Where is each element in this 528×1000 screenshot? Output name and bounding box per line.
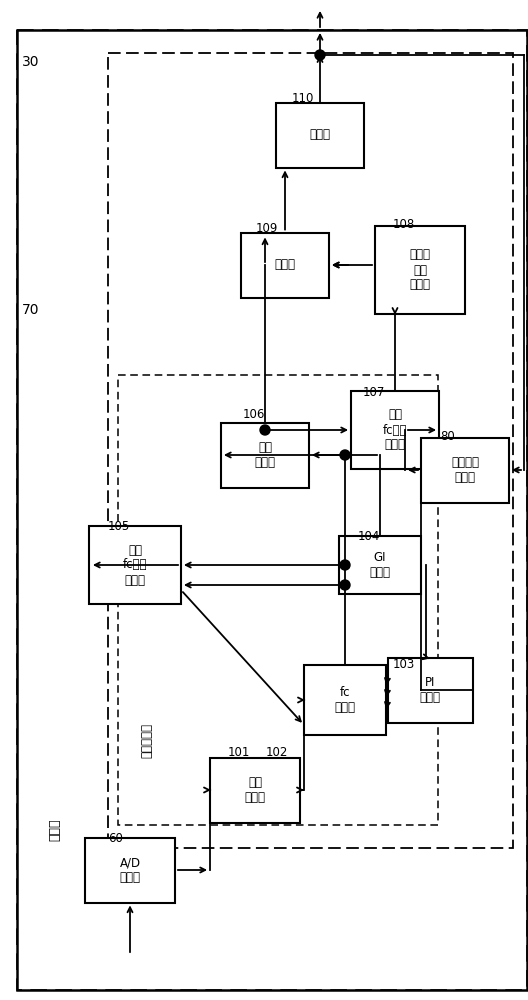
Text: 102: 102 [266, 746, 288, 758]
Bar [118, 375, 438, 825]
Text: PI
解调部: PI 解调部 [420, 676, 440, 704]
Circle shape [260, 425, 270, 435]
Text: 109: 109 [256, 222, 278, 234]
Circle shape [315, 50, 325, 60]
Bar [221, 422, 309, 488]
Circle shape [340, 560, 350, 570]
Bar [276, 103, 364, 167]
Text: 70: 70 [22, 303, 40, 317]
Bar [210, 758, 300, 822]
Text: 传播路
特性
推定部: 传播路 特性 推定部 [410, 248, 430, 292]
Bar [421, 438, 509, 502]
Text: GI
判定部: GI 判定部 [370, 551, 391, 579]
Bar [375, 226, 465, 314]
Text: 均衡部: 均衡部 [275, 258, 296, 271]
Text: fc
补正部: fc 补正部 [335, 686, 355, 714]
Text: 80: 80 [440, 430, 455, 444]
Text: 窄带
fc误差
算出部: 窄带 fc误差 算出部 [122, 544, 147, 586]
Text: 60: 60 [108, 832, 123, 844]
Text: 104: 104 [358, 530, 380, 544]
Bar [339, 536, 421, 594]
Text: 110: 110 [292, 92, 314, 104]
Text: 107: 107 [363, 386, 385, 399]
Text: 105: 105 [108, 520, 130, 534]
Text: 30: 30 [22, 55, 40, 69]
Circle shape [340, 580, 350, 590]
Text: 正交
解调部: 正交 解调部 [244, 776, 266, 804]
Text: 108: 108 [393, 219, 415, 232]
Text: 控制信息
收集部: 控制信息 收集部 [451, 456, 479, 484]
Text: 纠错部: 纠错部 [309, 128, 331, 141]
Bar [89, 526, 181, 604]
Bar [351, 391, 439, 469]
Bar [108, 52, 513, 848]
Text: 106: 106 [243, 408, 266, 422]
Text: 101: 101 [228, 746, 250, 758]
Bar [304, 665, 386, 735]
Text: 宽带
fc误差
算出部: 宽带 fc误差 算出部 [383, 408, 407, 452]
Bar [85, 838, 175, 902]
Text: 103: 103 [393, 658, 415, 670]
Text: 解调核心部: 解调核心部 [140, 722, 153, 758]
Text: A/D
変換部: A/D 変換部 [119, 856, 140, 884]
Bar [388, 658, 473, 722]
Bar [241, 232, 329, 298]
Text: 解调部: 解调部 [48, 819, 61, 841]
Circle shape [340, 450, 350, 460]
Text: 正交
変換部: 正交 変換部 [254, 441, 276, 469]
